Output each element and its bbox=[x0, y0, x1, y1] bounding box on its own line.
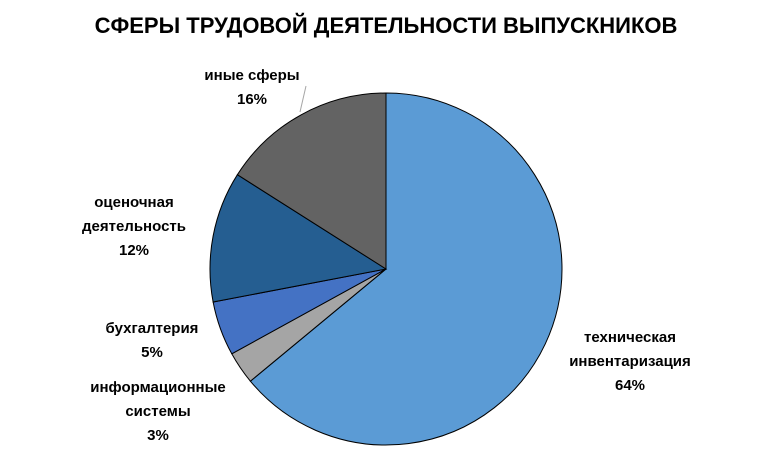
pie-slice bbox=[209, 174, 388, 303]
chart-title: СФЕРЫ ТРУДОВОЙ ДЕЯТЕЛЬНОСТИ ВЫПУСКНИКОВ bbox=[95, 13, 678, 38]
value-label: 5% bbox=[141, 344, 163, 361]
slice-label: техническая bbox=[584, 329, 676, 346]
slice-label: иные сферы bbox=[204, 67, 299, 84]
pie-slice bbox=[249, 92, 563, 446]
slice-label: бухгалтерия bbox=[106, 320, 199, 337]
value-label: 3% bbox=[147, 427, 169, 444]
pie-slice bbox=[236, 92, 387, 270]
slice-label: оценочная bbox=[94, 194, 173, 211]
value-label: 16% bbox=[237, 91, 267, 108]
value-label: 12% bbox=[119, 242, 149, 259]
slice-label: системы bbox=[125, 403, 190, 420]
slice-label: инвентаризация bbox=[569, 353, 691, 370]
value-label: 64% bbox=[615, 377, 645, 394]
slice-label: деятельность bbox=[82, 218, 186, 235]
slice-label: информационные bbox=[90, 379, 225, 396]
leader-line bbox=[299, 85, 307, 113]
